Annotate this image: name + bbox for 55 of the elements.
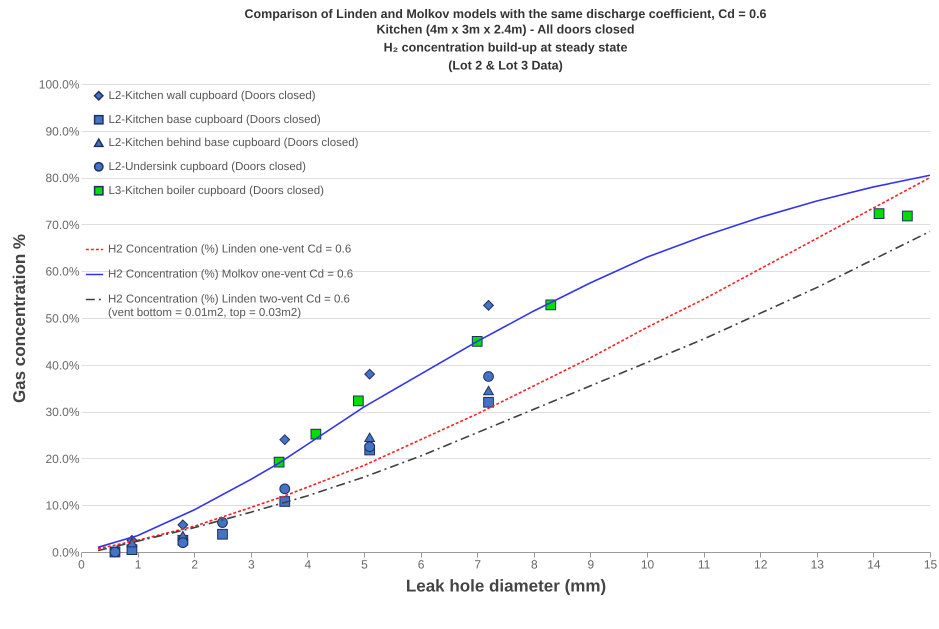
x-tick-label: 13 (810, 558, 824, 572)
y-tick-label: 60.0% (45, 264, 80, 279)
point (178, 537, 188, 548)
x-tick-label: 15 (924, 558, 938, 572)
x-tick-label: 4 (304, 558, 312, 572)
x-tick-label: 0 (78, 558, 86, 572)
y-tick-label: 20.0% (45, 452, 80, 466)
x-tick-label: 6 (418, 558, 425, 572)
y-tick-label: 70.0% (45, 218, 80, 232)
y-axis-title: Gas concentration % (10, 234, 29, 404)
point (279, 483, 290, 494)
x-tick-label: 10 (640, 558, 654, 572)
point (483, 386, 494, 396)
x-axis-title: Leak hole diameter (mm) (406, 576, 606, 596)
y-tick-label: 90.0% (45, 124, 80, 138)
x-tick-label: 1 (134, 558, 142, 572)
x-tick-label: 7 (474, 558, 482, 572)
x-tick-label: 12 (754, 558, 768, 572)
y-tick-label: 40.0% (45, 358, 80, 372)
point (874, 208, 884, 220)
chart-subtitle: Kitchen (4m x 3m x 2.4m) - All doors closed H₂ concentration build-up at steady state (Lot 2 & Lot 3 Data) (376, 22, 634, 72)
legend-label: L2-Kitchen wall cupboard (Doors closed) (108, 90, 316, 102)
legend-label: H2 Concentration (%) Molkov one-vent Cd = 0.6 (108, 268, 354, 280)
point (483, 371, 494, 382)
point (217, 517, 228, 528)
point (178, 519, 188, 530)
point (364, 441, 376, 452)
point (279, 434, 290, 446)
point (364, 368, 376, 380)
x-tick-label: 11 (698, 558, 711, 572)
x-tick-label: 9 (588, 558, 595, 572)
x-tick-label: 5 (361, 558, 368, 572)
y-tick-label: 50.0% (45, 312, 80, 326)
point (217, 528, 228, 540)
chart-title: Comparison of Linden and Molkov models with the same discharge coefficient, Cd = 0.6 (244, 7, 767, 21)
y-tick-label: 80.0% (45, 171, 80, 186)
point (902, 210, 913, 222)
x-tick-label: 8 (530, 558, 538, 572)
point (483, 300, 494, 311)
legend-label: H2 Concentration (%) Linden two-vent Cd = 0.6 (vent bottom = 0.01m2, top = 0.03m2) (108, 294, 350, 319)
legend-label: L2-Kitchen base cupboard (Doors closed) (108, 114, 321, 126)
y-tick-label: 100.0% (38, 78, 80, 92)
legend-label: L2-Kitchen behind base cupboard (Doors closed) (108, 136, 359, 149)
point (483, 396, 494, 408)
x-tick-label: 14 (867, 558, 881, 572)
x-tick-label: 3 (248, 558, 255, 572)
y-tick-label: 0.0% (52, 546, 80, 560)
x-tick-label: 2 (191, 558, 198, 572)
y-tick-label: 30.0% (45, 405, 80, 420)
point (352, 395, 364, 406)
legend-label: L2-Undersink cupboard (Doors closed) (108, 160, 306, 173)
legend-label: H2 Concentration (%) Linden one-vent Cd = 0.6 (108, 244, 352, 256)
y-tick-label: 10.0% (45, 498, 80, 513)
legend-label: L3-Kitchen boiler cupboard (Doors closed) (108, 184, 324, 197)
point (364, 432, 376, 442)
